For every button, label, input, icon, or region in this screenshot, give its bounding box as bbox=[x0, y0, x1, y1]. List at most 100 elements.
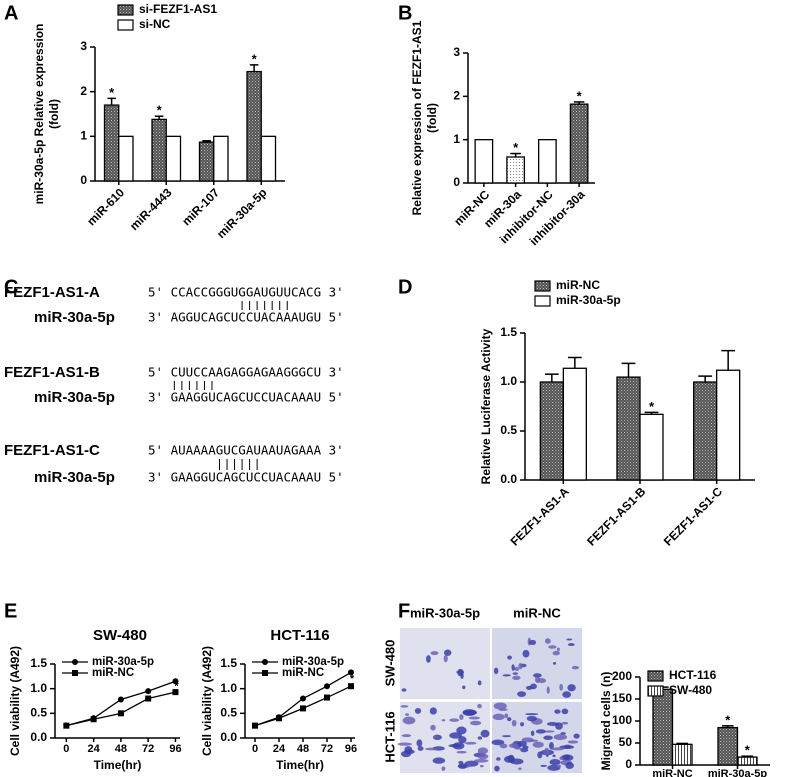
x-tick-label: 0 bbox=[63, 743, 69, 755]
stained-cell bbox=[511, 664, 515, 671]
stained-cell bbox=[492, 713, 505, 721]
stained-cell bbox=[567, 740, 579, 744]
stained-cell bbox=[511, 719, 517, 727]
legend-swatch bbox=[534, 295, 551, 307]
significance: * bbox=[725, 712, 731, 727]
x-tick-label: 72 bbox=[142, 743, 154, 755]
point bbox=[324, 683, 330, 690]
stained-cell bbox=[424, 747, 439, 751]
image-column-label: miR-NC bbox=[513, 605, 561, 620]
y-tick-label: 0.5 bbox=[500, 423, 517, 437]
micrograph bbox=[400, 628, 490, 699]
point bbox=[172, 689, 179, 696]
x-tick-label: 96 bbox=[345, 743, 357, 755]
x-tick-label: FEZF1-AS1-A bbox=[508, 484, 572, 548]
stained-cell bbox=[493, 702, 507, 710]
legend-label: si-FEZF1-AS1 bbox=[139, 2, 217, 16]
legend-swatch bbox=[534, 280, 551, 292]
x-tick-label: 24 bbox=[88, 743, 101, 755]
significance: * bbox=[109, 85, 115, 100]
y-tick-label: 3 bbox=[453, 45, 460, 59]
stained-cell bbox=[508, 743, 519, 749]
stained-cell bbox=[518, 662, 523, 670]
x-axis-label: Time(hr) bbox=[276, 758, 324, 772]
y-axis-label: (fold) bbox=[47, 99, 61, 129]
y-tick-label: 1 bbox=[80, 129, 87, 143]
stained-cell bbox=[443, 654, 448, 663]
stained-cell bbox=[526, 715, 538, 722]
bar bbox=[569, 103, 589, 184]
y-axis-label: Cell viability (A492) bbox=[200, 646, 214, 756]
stained-cell bbox=[448, 743, 462, 748]
stained-cell bbox=[550, 747, 565, 751]
significance: * bbox=[513, 140, 519, 155]
y-axis-label: Cell viability (A492) bbox=[8, 646, 22, 756]
legend-label: HCT-116 bbox=[669, 668, 717, 682]
x-tick-label: FEZF1-AS1-B bbox=[584, 484, 648, 548]
stained-cell bbox=[530, 730, 535, 736]
sequence-label: FEZF1-AS1-A bbox=[4, 284, 100, 301]
stained-cell bbox=[416, 739, 423, 747]
stained-cell bbox=[493, 667, 499, 675]
stained-cell bbox=[468, 716, 481, 720]
stained-cell bbox=[507, 754, 515, 763]
legend-label: miR-NC bbox=[282, 667, 324, 679]
image-panel: miR-30a-5p miR-NC SW-480 HCT-116 bbox=[382, 605, 582, 773]
sequence-panel: FEZF1-AS1-A 5' CCACCGGGUGGAUGUUCACG 3' miR… bbox=[4, 284, 344, 486]
stained-cell bbox=[522, 649, 530, 658]
bar bbox=[736, 756, 758, 766]
stained-cell bbox=[544, 747, 550, 756]
stained-cell bbox=[565, 762, 574, 770]
stained-cell bbox=[502, 674, 511, 677]
point bbox=[117, 696, 124, 703]
sequence-label: miR-30a-5p bbox=[34, 389, 115, 406]
stained-cell bbox=[458, 760, 464, 765]
stained-cell bbox=[559, 756, 564, 760]
stained-cell bbox=[504, 713, 509, 719]
stained-cell bbox=[560, 732, 566, 735]
y-tick-label: 0 bbox=[80, 173, 87, 187]
x-axis-label: Time(hr) bbox=[94, 758, 142, 772]
stained-cell bbox=[532, 741, 544, 748]
stained-cell bbox=[552, 650, 560, 656]
y-axis-label: Relative Luciferase Activity bbox=[479, 328, 493, 484]
stained-cell bbox=[459, 714, 464, 720]
stained-cell bbox=[457, 668, 464, 677]
point bbox=[348, 683, 354, 690]
stained-cell bbox=[477, 703, 482, 709]
stained-cell bbox=[441, 766, 446, 771]
panel-label: D bbox=[398, 276, 412, 298]
stained-cell bbox=[520, 722, 524, 727]
stained-cell bbox=[548, 645, 557, 649]
legend-label: miR-NC bbox=[556, 278, 600, 292]
stained-cell bbox=[518, 767, 522, 770]
stained-cell bbox=[567, 643, 575, 646]
bar bbox=[260, 135, 277, 182]
y-tick-label: 150 bbox=[612, 691, 632, 705]
stained-cell bbox=[403, 749, 415, 755]
stained-cell bbox=[516, 740, 527, 747]
legend-marker bbox=[262, 670, 268, 676]
bar bbox=[506, 156, 526, 184]
stained-cell bbox=[549, 759, 561, 766]
point bbox=[324, 694, 330, 701]
stained-cell bbox=[525, 713, 539, 716]
stained-cell bbox=[512, 672, 519, 675]
stained-cell bbox=[573, 733, 580, 739]
stained-cell bbox=[499, 743, 508, 749]
stained-cell bbox=[527, 739, 539, 743]
y-tick-label: 50 bbox=[619, 735, 633, 749]
chart-title: HCT-116 bbox=[270, 627, 329, 644]
image-row-label: SW-480 bbox=[382, 640, 397, 687]
x-tick-label: miR-4443 bbox=[127, 185, 175, 233]
stained-cell bbox=[533, 673, 542, 678]
x-tick-label: 48 bbox=[297, 743, 309, 755]
bar bbox=[537, 139, 557, 184]
sequence: 5' CCACCGGGUGGAUGUUCACG 3' bbox=[148, 285, 344, 300]
y-tick-label: 100 bbox=[612, 713, 632, 727]
stained-cell bbox=[443, 649, 452, 657]
stained-cell bbox=[477, 753, 489, 760]
stained-cell bbox=[548, 741, 554, 750]
y-tick-label: 2 bbox=[80, 84, 87, 98]
